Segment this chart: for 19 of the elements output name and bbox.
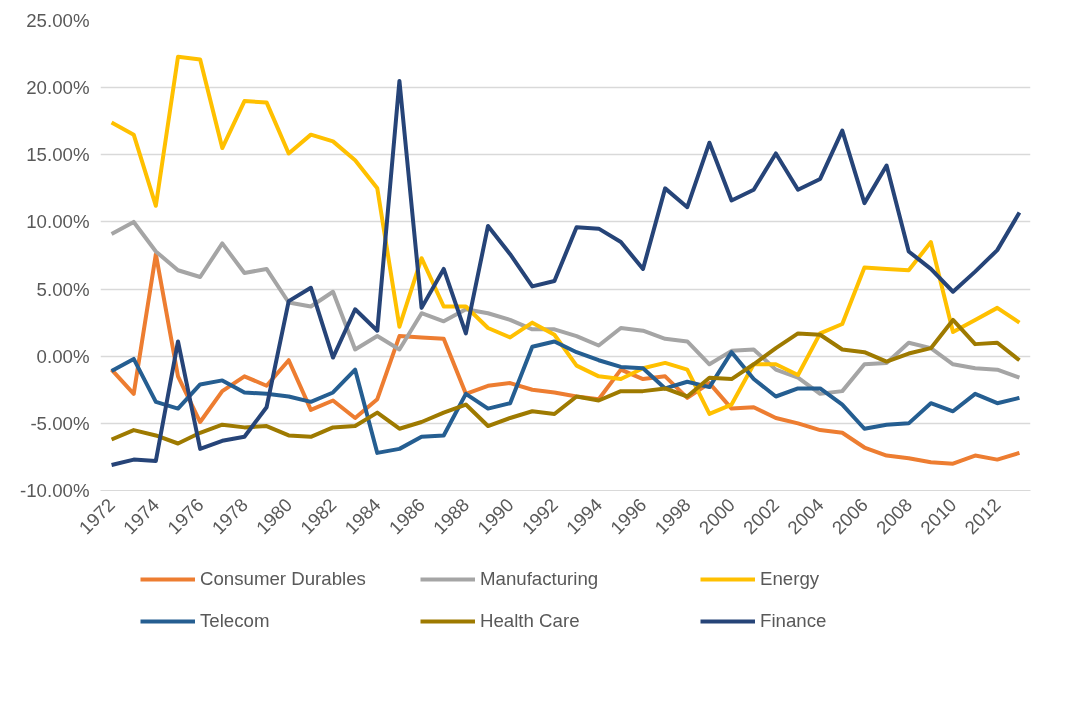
y-tick-label: 25.00% [26,10,90,31]
line-series [109,219,1022,396]
line-series [109,78,1022,467]
legend-label: Energy [760,568,821,590]
y-tick-label: 5.00% [36,278,90,300]
legend-label: Consumer Durables [200,568,367,590]
line-series [109,54,1022,416]
y-tick-label: 15.00% [26,144,90,166]
legend-label: Health Care [480,610,581,632]
y-tick-label: 0.00% [36,345,90,367]
legend-label: Telecom [200,610,271,632]
y-tick-label: -5.00% [30,412,90,434]
y-tick-label: 10.00% [26,211,90,233]
y-tick-label: 20.00% [26,77,90,99]
legend-label: Finance [760,610,828,632]
legend-label: Manufacturing [480,568,600,590]
y-tick-label: -10.00% [20,480,90,501]
line-series [109,339,1022,455]
line-series [109,317,1022,446]
